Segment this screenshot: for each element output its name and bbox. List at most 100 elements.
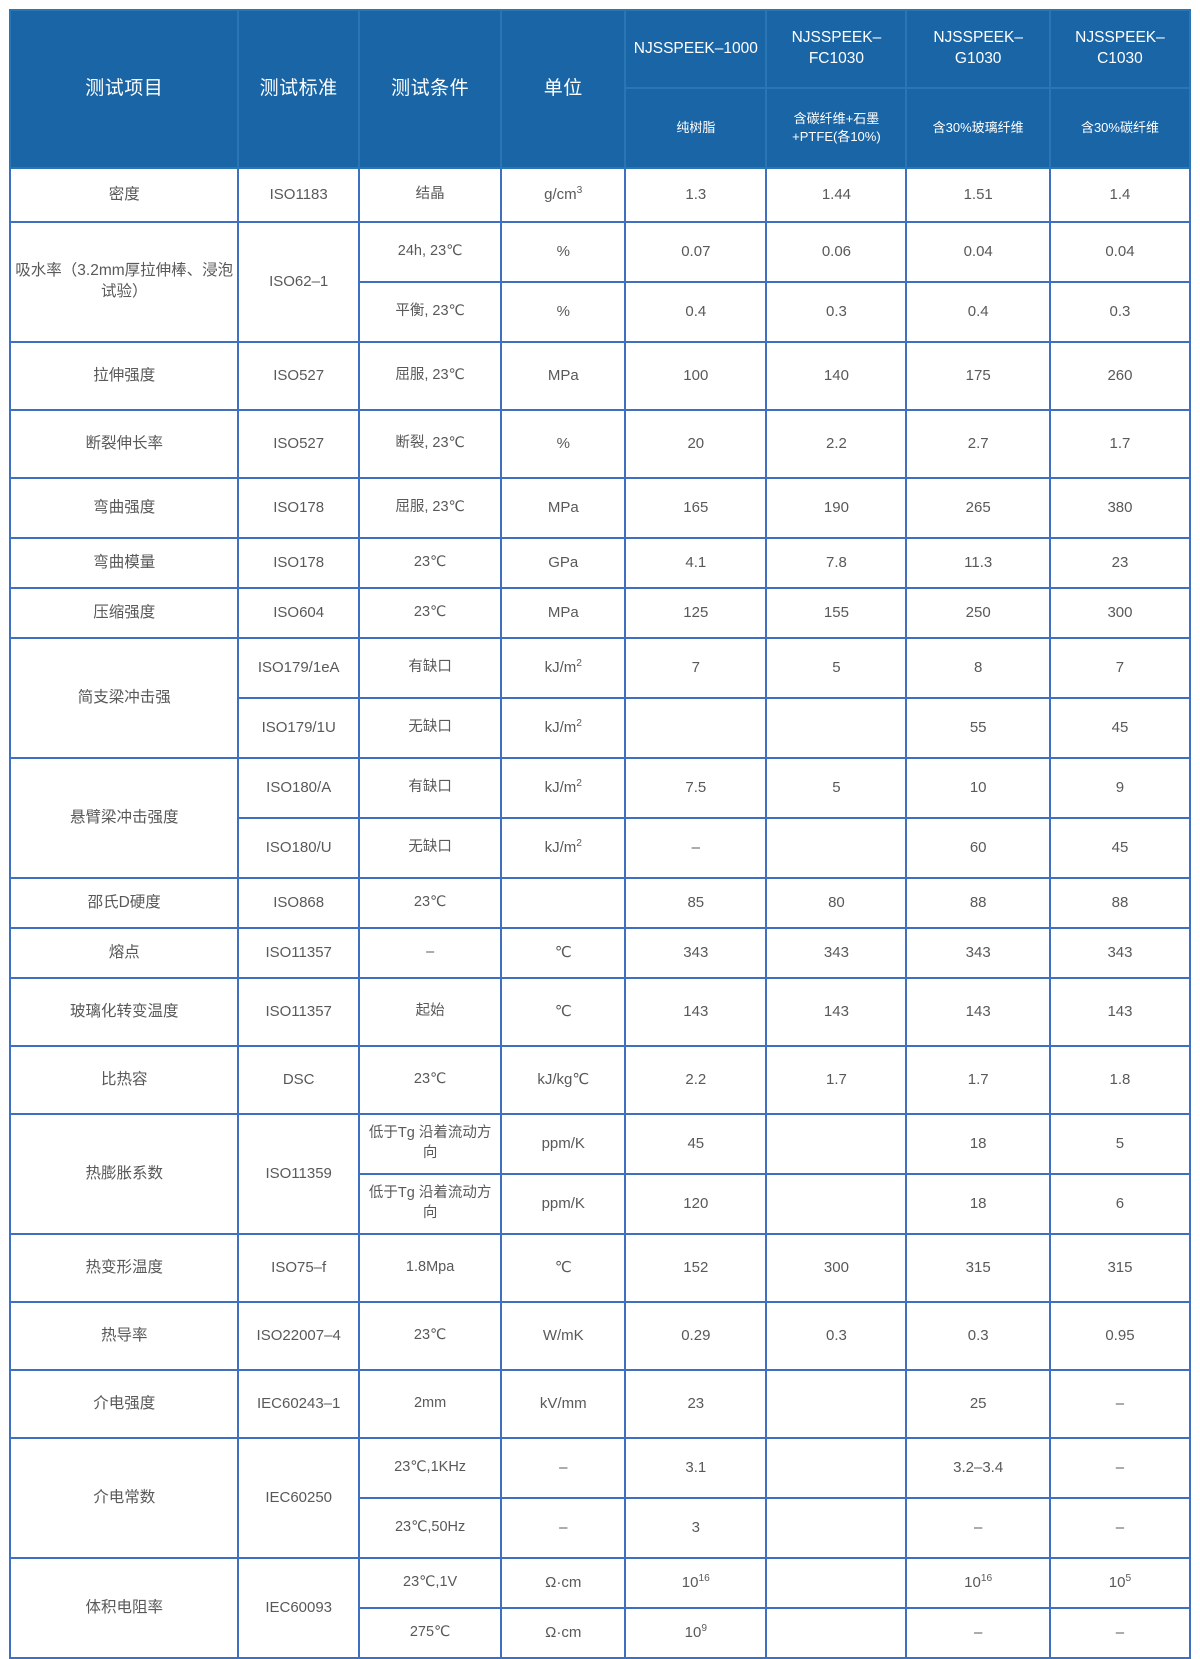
cell-test-condition: – [357,927,503,979]
cell-test-standard: ISO527 [237,409,360,479]
cell-value-grade-2: 143 [765,977,908,1047]
cell-test-standard: ISO62–1 [237,221,360,343]
cell-value-grade-2 [765,1557,908,1609]
cell-test-standard: ISO75–f [237,1233,360,1303]
cell-test-item: 体积电阻率 [8,1557,240,1659]
cell-value-grade-4: 7 [1048,637,1192,699]
cell-value-grade-2: 190 [765,477,908,539]
table-row: 断裂伸长率 ISO527 断裂, 23℃% 20 2.2 2.7 1.7 [8,409,1192,479]
grade-description-g1030: 含30%玻璃纤维 [905,87,1051,169]
cell-value-grade-1: 343 [624,927,768,979]
cell-value-grade-3: – [905,1607,1051,1659]
cell-value-grade-1: 4.1 [624,537,768,589]
cell-test-item: 弯曲模量 [8,537,240,589]
column-header-test-condition: 测试条件 [357,9,503,169]
cell-test-condition: 低于Tg 沿着流动方向 [357,1113,503,1175]
table-row: 低于Tg 沿着流动方向 ppm/K 120 18 6 [10,1173,1192,1235]
table-row: 热导率 ISO22007–4 23℃ W/mK 0.29 0.3 0.3 0.95 [8,1301,1192,1371]
column-header-grade-fc1030: NJSSPEEK–FC1030 [765,9,908,89]
table-row: 玻璃化转变温度 ISO11357 起始 ℃ 143 143 143 143 [8,977,1192,1047]
cell-unit: % [500,409,627,479]
table-row: 比热容 DSC 23℃ kJ/kg℃ 2.2 1.7 1.7 1.8 [8,1045,1192,1115]
cell-value-grade-1: 3 [624,1497,768,1559]
cell-unit: kJ/m2 [500,757,627,819]
cell-value-grade-1: 0.07 [624,221,768,283]
table-row: 介电强度 IEC60243–1 2mm kV/mm 23 25– [8,1369,1192,1439]
cell-value-grade-3: 250 [905,587,1051,639]
cell-test-condition: 23℃ [357,587,503,639]
cell-value-grade-3: 143 [905,977,1051,1047]
cell-value-grade-1: 0.29 [624,1301,768,1371]
grade-description-c1030: 含30%碳纤维 [1048,87,1192,169]
cell-value-grade-4: 45 [1048,697,1192,759]
cell-value-grade-4: – [1048,1369,1192,1439]
cell-test-standard: ISO11357 [237,977,360,1047]
cell-unit: MPa [500,587,627,639]
cell-test-standard: ISO179/1U [237,697,360,759]
cell-test-condition: 23℃ [357,1301,503,1371]
cell-test-condition: 23℃,1V [357,1557,503,1609]
cell-unit: MPa [500,341,627,411]
cell-test-standard: ISO178 [237,537,360,589]
table-row: 悬臂梁冲击强度 ISO180/A 有缺口 kJ/m2 7.5 5 10 9 [8,757,1192,879]
cell-test-standard: ISO527 [237,341,360,411]
cell-value-grade-3: 0.04 [905,221,1051,283]
cell-unit: W/mK [500,1301,627,1371]
cell-test-condition: 23℃ [357,537,503,589]
cell-value-grade-1: 7.5 [624,757,768,819]
table-row: 简支梁冲击强 ISO179/1eA 有缺口 kJ/m2 7 5 8 7 [8,637,1192,759]
header-row-grade-descriptions: 纯树脂 含碳纤维+石墨+PTFE(各10%) 含30%玻璃纤维 含30%碳纤维 [10,87,1192,169]
cell-value-grade-1: 23 [624,1369,768,1439]
table-row: 弯曲强度 ISO178 屈服, 23℃ MPa 165 190 265 380 [8,477,1192,539]
cell-value-grade-4: 143 [1048,977,1192,1047]
cell-value-grade-4: 315 [1048,1233,1192,1303]
cell-test-standard: ISO11359 [237,1113,360,1235]
cell-test-condition: 起始 [357,977,503,1047]
column-header-test-item: 测试项目 [8,9,240,169]
cell-test-condition: 有缺口 [357,757,503,819]
cell-unit: g/cm3 [500,167,627,223]
cell-value-grade-3: 25 [905,1369,1051,1439]
cell-value-grade-3: 343 [905,927,1051,979]
table-body: 密度 ISO1183 结晶 g/cm3 1.3 1.44 1.51 1.4 吸水率（3.2mm厚… [8,167,1192,1659]
cell-value-grade-2: 0.06 [765,221,908,283]
cell-test-standard: ISO604 [237,587,360,639]
cell-value-grade-1: 3.1 [624,1437,768,1499]
cell-test-standard: ISO22007–4 [237,1301,360,1371]
cell-value-grade-2 [765,1607,908,1659]
cell-value-grade-2: 0.3 [765,281,908,343]
cell-unit: GPa [500,537,627,589]
cell-value-grade-3: 1.51 [905,167,1051,223]
table-row: 弯曲模量 ISO178 23℃ GPa 4.1 7.8 11.3 23 [8,537,1192,589]
cell-value-grade-4: 105 [1048,1557,1192,1609]
cell-test-condition: 结晶 [357,167,503,223]
cell-unit: kJ/kg℃ [500,1045,627,1115]
cell-value-grade-2: 1.44 [765,167,908,223]
cell-test-item: 熔点 [8,927,240,979]
cell-test-item: 玻璃化转变温度 [8,977,240,1047]
cell-unit: ppm/K [500,1113,627,1175]
cell-value-grade-4: 6 [1048,1173,1192,1235]
cell-value-grade-3: 1.7 [905,1045,1051,1115]
cell-test-item: 弯曲强度 [8,477,240,539]
cell-test-item: 热导率 [8,1301,240,1371]
cell-unit: ℃ [500,927,627,979]
table-row: ISO179/1U 无缺口 kJ/m2 55 45 [10,697,1192,759]
cell-test-standard: IEC60250 [237,1437,360,1559]
column-header-test-standard: 测试标准 [237,9,360,169]
cell-value-grade-3: 1016 [905,1557,1051,1609]
cell-value-grade-4: – [1048,1497,1192,1559]
cell-value-grade-3: 315 [905,1233,1051,1303]
cell-value-grade-1: – [624,817,768,879]
cell-test-item: 介电强度 [8,1369,240,1439]
cell-value-grade-1: 125 [624,587,768,639]
cell-test-condition: 24h, 23℃ [357,221,503,283]
cell-value-grade-4: – [1048,1607,1192,1659]
grade-description-fc1030: 含碳纤维+石墨+PTFE(各10%) [765,87,908,169]
cell-value-grade-4: 0.04 [1048,221,1192,283]
cell-unit: % [500,281,627,343]
cell-value-grade-1: 85 [624,877,768,929]
cell-test-standard: ISO11357 [237,927,360,979]
cell-value-grade-4: 343 [1048,927,1192,979]
cell-value-grade-2 [765,697,908,759]
